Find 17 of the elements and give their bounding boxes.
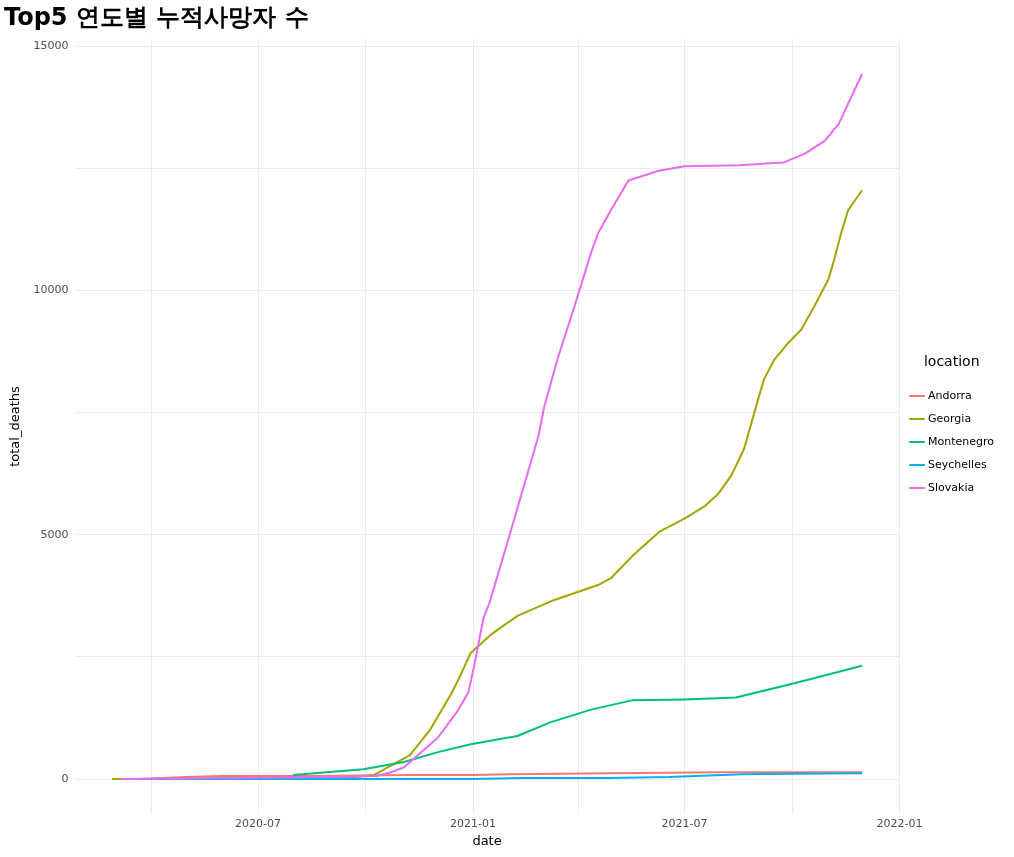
x-axis-title: date — [472, 832, 502, 848]
legend-label: Georgia — [927, 411, 972, 425]
y-tick-label: 5000 — [40, 527, 69, 541]
legend-label: Seychelles — [927, 457, 987, 471]
legend-label: Andorra — [927, 388, 972, 402]
x-tick-label: 2021-07 — [661, 816, 708, 830]
x-tick-label: 2021-01 — [450, 816, 497, 830]
y-tick-label: 15000 — [33, 38, 69, 52]
x-tick-label: 2022-01 — [876, 816, 923, 830]
legend-label: Slovakia — [927, 480, 975, 494]
y-tick-label: 10000 — [33, 283, 69, 297]
chart-title: Top5 연도별 누적사망자 수 — [4, 2, 309, 31]
y-tick-label: 0 — [61, 771, 69, 785]
legend-title: location — [923, 353, 980, 370]
y-axis-title: total_deaths — [7, 386, 23, 467]
x-tick-label: 2020-07 — [235, 816, 282, 830]
legend-label: Montenegro — [927, 434, 995, 448]
